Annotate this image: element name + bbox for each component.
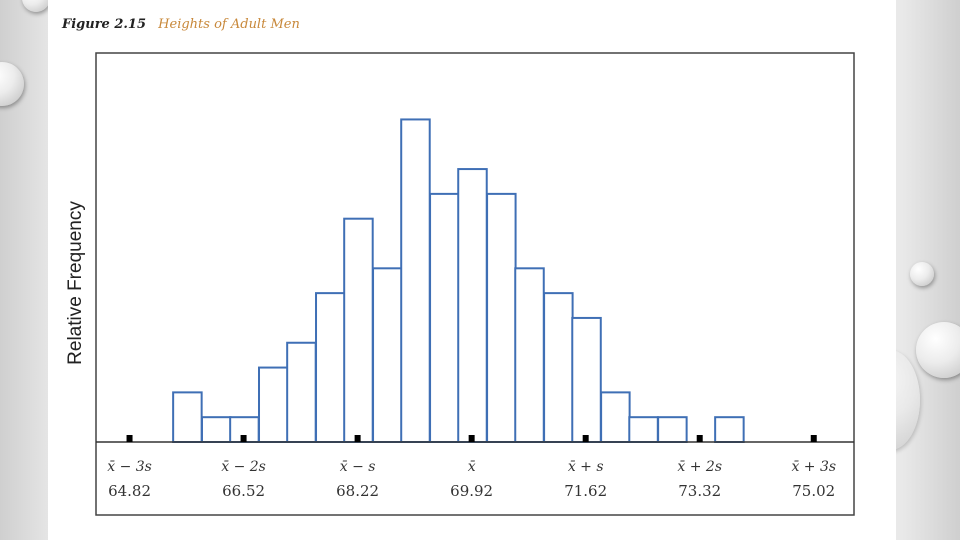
plot-frame [95,52,855,516]
histogram-bar [657,416,688,443]
histogram-bar [514,267,545,443]
histogram-bar [172,391,203,444]
x-tick-label: 68.22 [336,482,379,500]
x-tick-name: x̄ − s [340,459,376,475]
x-tick-label: 69.92 [450,482,493,500]
x-tick-marker [240,435,247,442]
histogram-bar [372,267,403,443]
decorative-bubble-top-left [22,0,50,12]
x-tick-marker [354,435,361,442]
x-tick-label: 73.32 [678,482,721,500]
histogram-bar [571,316,602,443]
figure-title: Heights of Adult Men [158,17,300,32]
x-tick-label: 66.52 [222,482,265,500]
x-tick-name: x̄ − 2s [221,459,266,475]
figure-caption: Figure 2.15 Heights of Adult Men [62,17,300,32]
histogram-bar [315,292,346,443]
histogram-bar [543,292,574,443]
decorative-bubble-right-small [910,262,934,286]
x-tick-name: x̄ [468,459,476,475]
x-tick-label: 75.02 [792,482,835,500]
histogram-bar [429,192,460,443]
x-tick-marker [582,435,589,442]
x-ticks-group: x̄ − 3s 64.82 x̄ − 2s 66.52 x̄ − s 68.22 x̄ 69.… [107,435,836,500]
x-tick-name: x̄ − 3s [107,459,152,475]
x-tick-name: x̄ + 2s [677,459,722,475]
x-tick-label: 64.82 [108,482,151,500]
bars-group [172,118,745,444]
decorative-bubble-right-large [916,322,960,378]
histogram-bar [457,168,488,444]
x-tick-name: x̄ + s [568,459,604,475]
x-tick-marker [696,435,703,442]
histogram-bar [343,217,374,443]
x-tick-marker [468,435,475,442]
x-tick-name: x̄ + 3s [791,459,836,475]
histogram-bar [628,416,659,443]
y-axis-label: Relative Frequency [65,201,86,365]
histogram-bar [600,391,631,444]
histogram-bar [286,341,317,444]
x-tick-marker [810,435,817,442]
histogram-bar [486,192,517,443]
x-tick-label: 71.62 [564,482,607,500]
histogram-bar [714,416,745,443]
histogram-bar [258,366,289,443]
x-tick-marker [126,435,133,442]
histogram-bar [200,416,232,443]
figure-label: Figure 2.15 [62,17,147,32]
histogram-bar [400,118,431,444]
